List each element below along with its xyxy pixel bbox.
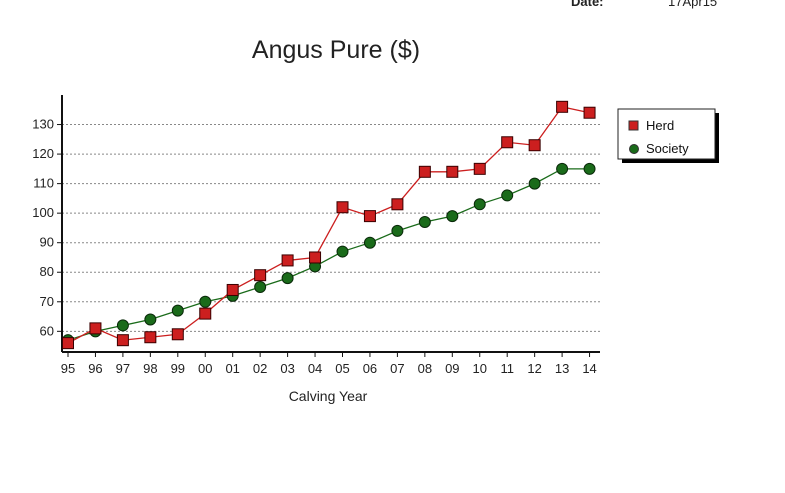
axes — [61, 95, 600, 353]
series-herd-point — [199, 307, 212, 320]
series-herd-point — [309, 251, 322, 264]
y-tick-label: 110 — [33, 176, 54, 191]
x-tick-label: 11 — [500, 361, 514, 376]
x-tick-label: 12 — [527, 361, 541, 376]
x-tick-label: 97 — [116, 361, 130, 376]
x-axis-label: Calving Year — [289, 388, 368, 404]
x-tick-label: 03 — [280, 361, 294, 376]
x-tick-label: 08 — [418, 361, 432, 376]
x-tick-label: 04 — [308, 361, 322, 376]
legend-herd-marker — [628, 120, 639, 131]
series-society-point — [363, 236, 376, 249]
legend: Herd Society — [617, 108, 719, 163]
series-society-point — [391, 224, 404, 237]
x-tick-labels: 95 96 97 98 99 00 01 02 03 04 05 06 07 08 09 10 11 12 13 14 — [61, 352, 597, 376]
series-society-point — [336, 245, 349, 258]
legend-society-label: Society — [646, 141, 689, 156]
series-herd-point — [144, 331, 157, 344]
y-tick-label: 100 — [32, 205, 54, 220]
series-herd-point — [254, 269, 267, 282]
series-herd-point — [556, 100, 569, 113]
x-tick-label: 99 — [171, 361, 185, 376]
date-value: 17Apr15 — [668, 0, 718, 9]
x-tick-label: 09 — [445, 361, 459, 376]
series-society-point — [583, 162, 596, 175]
series-society-point — [144, 313, 157, 326]
x-tick-label: 06 — [363, 361, 377, 376]
series-herd-point — [89, 322, 102, 335]
series-society-point — [171, 304, 184, 317]
series-society-point — [281, 272, 294, 285]
x-tick-label: 07 — [390, 361, 404, 376]
legend-herd-label: Herd — [646, 118, 674, 133]
x-tick-label: 98 — [143, 361, 157, 376]
x-tick-label: 02 — [253, 361, 267, 376]
series-society-point — [254, 281, 267, 294]
x-tick-label: 01 — [225, 361, 239, 376]
y-tick-labels: 60 70 80 90 100 110 120 130 — [32, 117, 62, 338]
series-herd-point — [226, 283, 239, 296]
x-tick-label: 00 — [198, 361, 212, 376]
series — [62, 100, 596, 350]
series-society-point — [199, 295, 212, 308]
y-tick-label: 80 — [40, 264, 54, 279]
series-herd-point — [336, 201, 349, 214]
x-tick-label: 95 — [61, 361, 75, 376]
gridlines — [62, 124, 600, 332]
x-tick-label: 05 — [335, 361, 349, 376]
series-herd-point — [501, 136, 514, 149]
series-herd-point — [473, 162, 486, 175]
y-tick-label: 120 — [32, 146, 54, 161]
series-herd-point — [528, 139, 541, 152]
series-society-point — [528, 177, 541, 190]
y-tick-label: 70 — [40, 294, 54, 309]
x-tick-label: 10 — [473, 361, 487, 376]
chart-title: Angus Pure ($) — [251, 36, 421, 64]
series-society-point — [501, 189, 514, 202]
series-herd-point — [281, 254, 294, 267]
date-label: Date: — [571, 0, 604, 9]
series-herd-point — [446, 165, 459, 178]
series-herd-point — [583, 106, 596, 119]
series-society-point — [418, 216, 431, 229]
y-tick-label: 130 — [32, 117, 54, 132]
series-herd-point — [391, 198, 404, 211]
legend-society-marker — [629, 144, 639, 154]
x-tick-label: 14 — [582, 361, 596, 376]
series-society-point — [473, 198, 486, 211]
series-herd-point — [418, 165, 431, 178]
series-herd-point — [171, 328, 184, 341]
y-tick-label: 90 — [40, 235, 54, 250]
series-herd-point — [116, 334, 129, 347]
x-tick-label: 13 — [555, 361, 569, 376]
series-herd-point — [363, 210, 376, 223]
series-herd-point — [62, 337, 74, 350]
series-society-point — [556, 162, 569, 175]
y-tick-label: 60 — [40, 323, 54, 338]
x-tick-label: 96 — [88, 361, 102, 376]
series-society-point — [116, 319, 129, 332]
series-society-point — [446, 210, 459, 223]
